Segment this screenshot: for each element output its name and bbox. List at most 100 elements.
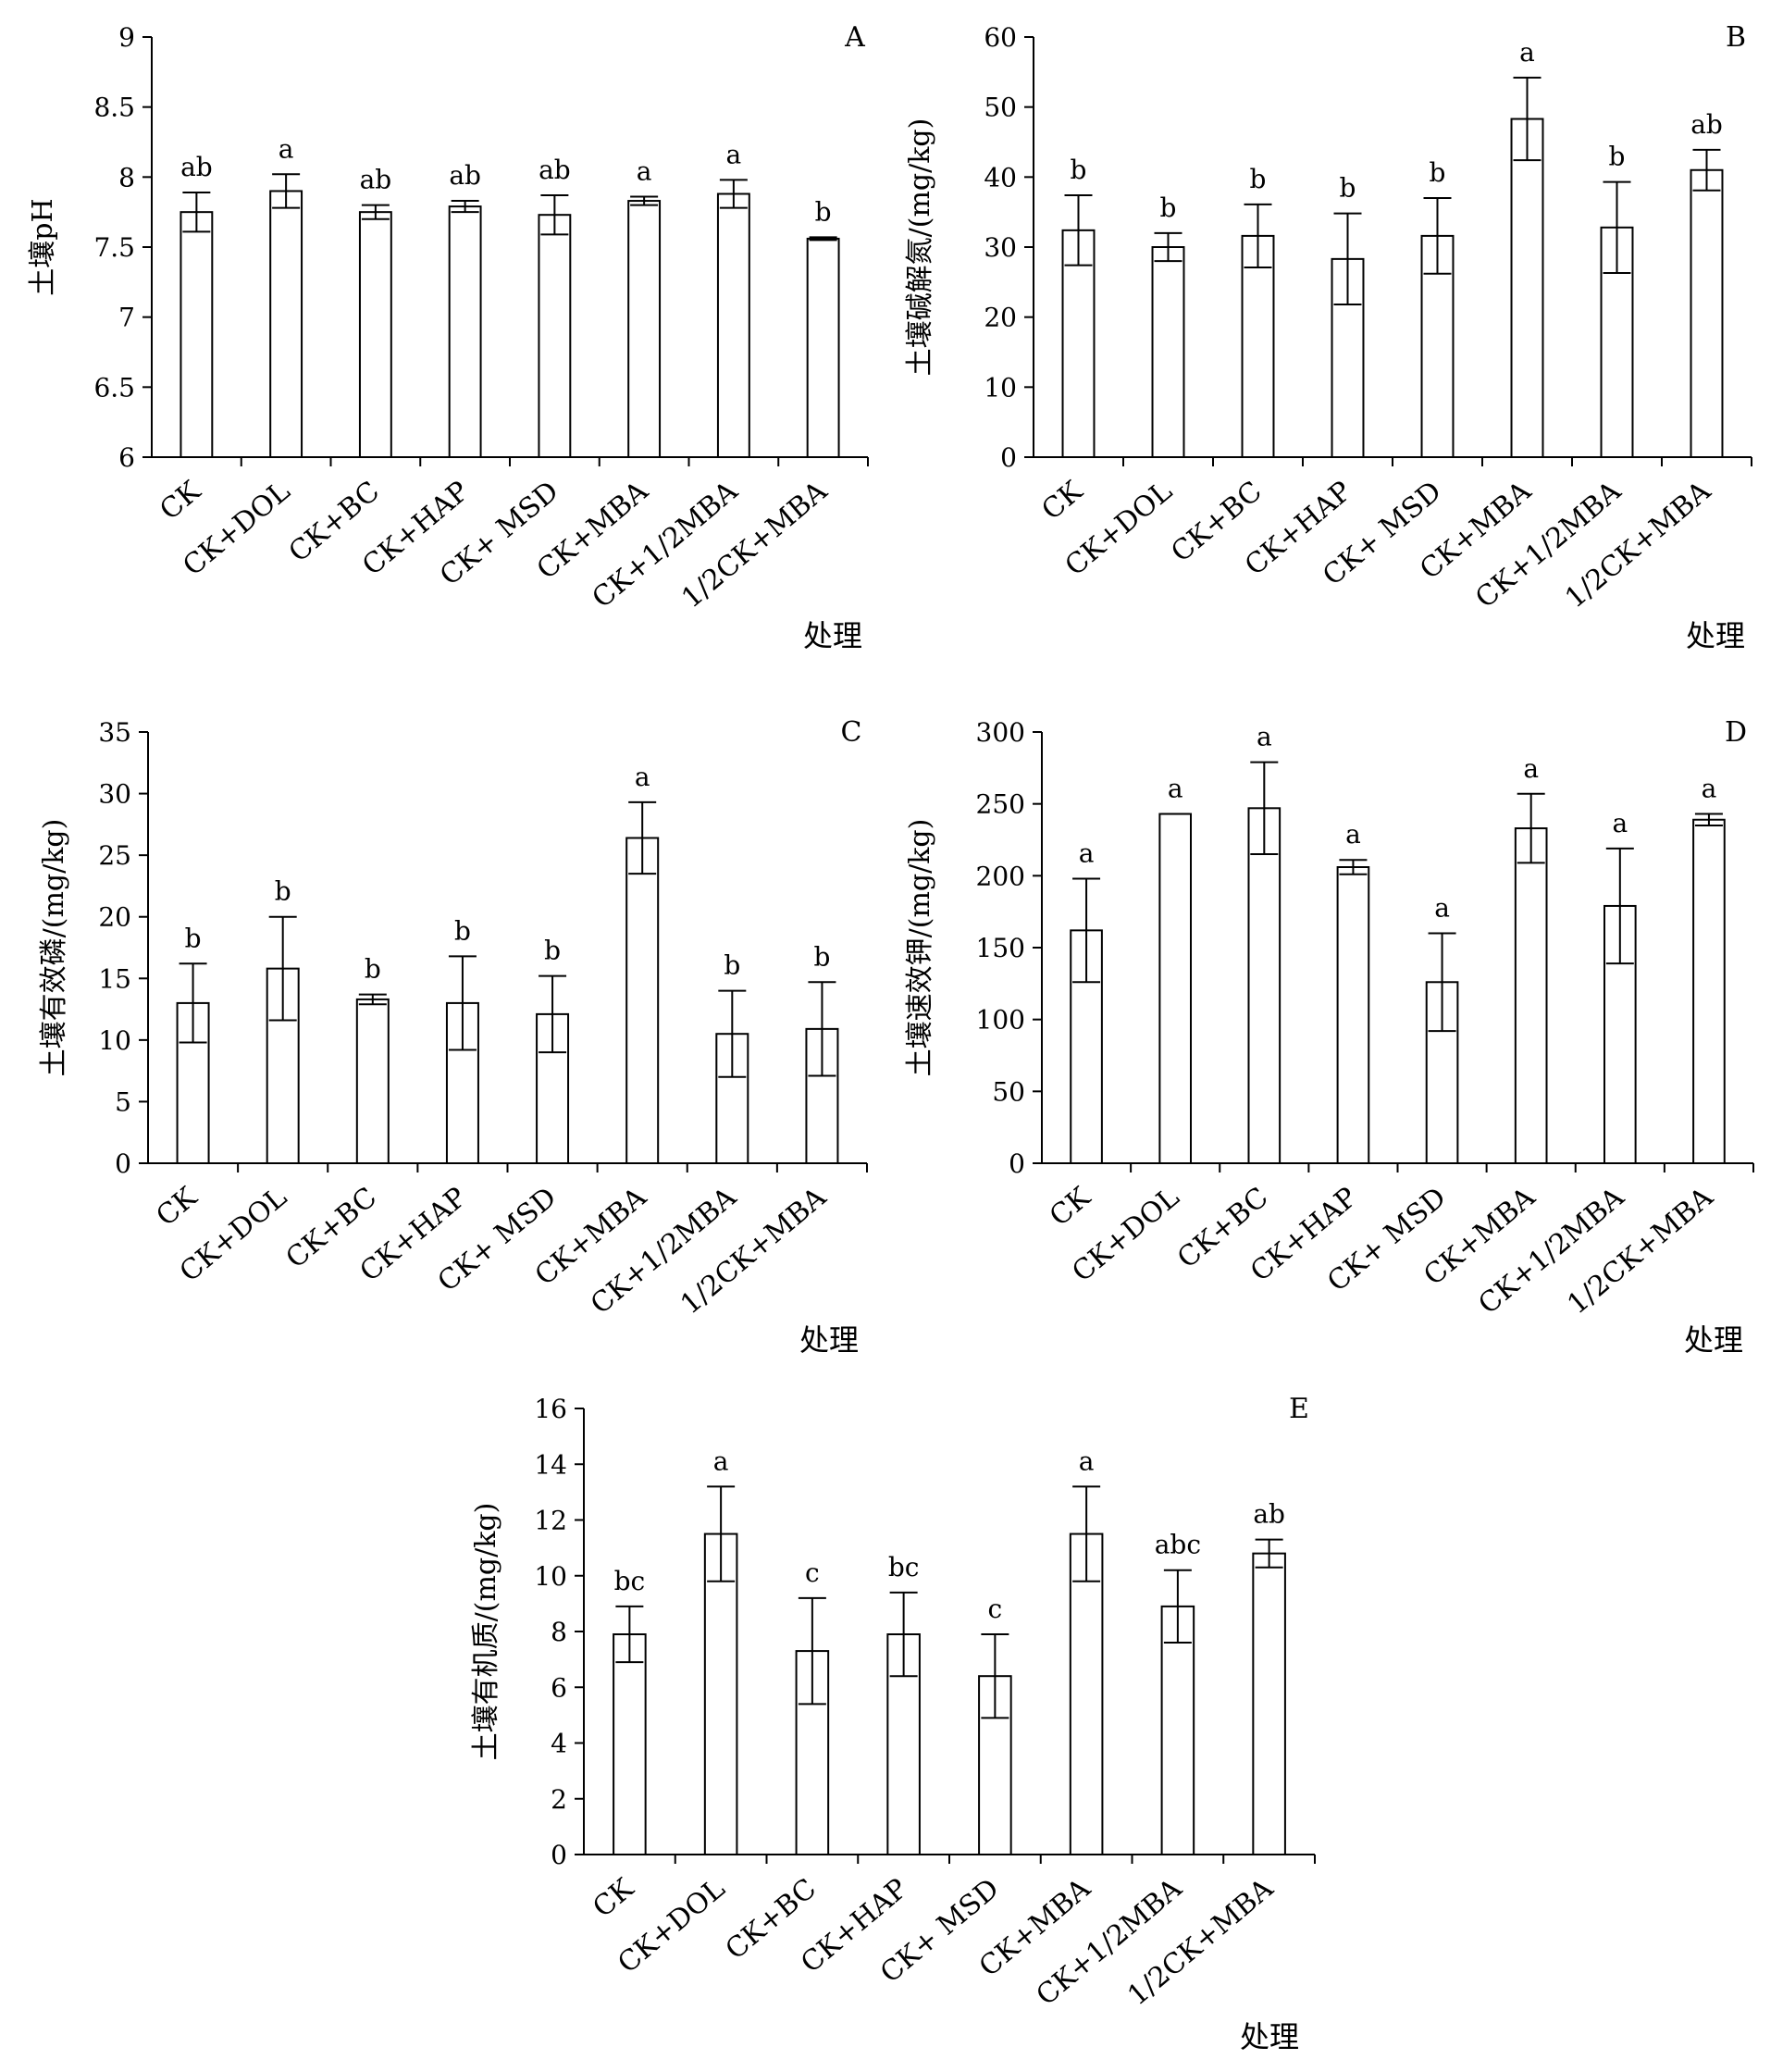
panel-d-category-label: CK: [1044, 1181, 1097, 1233]
panel-d-bar: [1692, 818, 1726, 1165]
panel-e-label: E: [1289, 1393, 1309, 1425]
panel-e-bar: [1069, 1532, 1104, 1855]
panel-c-significance-letter: a: [635, 762, 650, 792]
panel-b-y-tick-label: 20: [984, 303, 1017, 333]
panel-c-label: C: [841, 716, 862, 749]
panel-a-y-tick-label: 6.5: [93, 372, 135, 403]
panel-b-bar: [1420, 234, 1455, 458]
panel-b-significance-letter: b: [1160, 192, 1177, 223]
panel-e-y-tick-label: 6: [551, 1672, 567, 1703]
panel-d-bar: [1336, 866, 1370, 1164]
panel-d-significance-letter: a: [1523, 753, 1539, 784]
panel-a-bar: [806, 237, 840, 459]
panel-b-x-axis-label: 处理: [1686, 618, 1745, 653]
panel-e-significance-letter: bc: [614, 1566, 646, 1596]
panel-a-y-tick-label: 7: [118, 303, 135, 333]
panel-d-significance-letter: a: [1168, 774, 1183, 804]
panel-d-label: D: [1725, 716, 1747, 749]
panel-b-significance-letter: a: [1519, 37, 1535, 68]
panel-a-bar: [269, 190, 303, 458]
panel-a-significance-letter: a: [279, 133, 294, 164]
panel-b-significance-letter: b: [1071, 155, 1087, 185]
panel-d-y-tick-label: 200: [976, 861, 1025, 891]
panel-e-significance-letter: abc: [1155, 1530, 1201, 1560]
panel-c-significance-letter: b: [365, 954, 381, 985]
panel-e-y-tick-label: 16: [534, 1394, 567, 1424]
panel-d-y-tick-label: 250: [976, 789, 1025, 820]
panel-c-significance-letter: b: [275, 876, 291, 907]
panel-d-y-tick-label: 150: [976, 933, 1025, 963]
panel-d-bar: [1247, 807, 1282, 1164]
panel-b-y-tick-label: 50: [984, 93, 1017, 123]
panel-c-significance-letter: b: [813, 941, 830, 972]
panel-c-y-tick-label: 5: [115, 1086, 131, 1117]
panel-b-bar: [1061, 229, 1096, 458]
panel-e-y-tick-label: 2: [551, 1784, 567, 1815]
panel-d-bar: [1158, 813, 1193, 1164]
panel-a-significance-letter: a: [726, 139, 742, 169]
panel-c-y-tick-label: 0: [115, 1148, 131, 1179]
panel-d-significance-letter: a: [1079, 837, 1095, 868]
panel-d-significance-letter: a: [1345, 819, 1361, 850]
panel-d-significance-letter: a: [1702, 774, 1717, 804]
panel-a-y-tick-label: 6: [118, 442, 135, 473]
panel-a-bar: [716, 192, 750, 458]
panel-a-significance-letter: ab: [449, 160, 481, 191]
panel-a-bar: [358, 211, 392, 459]
panel-d-y-tick-label: 0: [1009, 1148, 1025, 1179]
panel-c-y-tick-label: 25: [98, 840, 131, 871]
panel-d-y-tick-label: 100: [976, 1005, 1025, 1036]
panel-e-significance-letter: a: [1079, 1445, 1095, 1476]
panel-e-significance-letter: c: [988, 1594, 1003, 1624]
panel-b-bar: [1241, 234, 1275, 458]
panel-e-bar: [1160, 1605, 1195, 1855]
panel-a-y-tick-label: 8: [118, 162, 135, 192]
panel-a-bar: [627, 200, 662, 458]
panel-b-significance-letter: b: [1430, 157, 1446, 188]
panel-c-bar: [625, 837, 660, 1164]
panel-b-significance-letter: ab: [1690, 109, 1723, 140]
panel-a-label: A: [844, 21, 865, 54]
panel-a-bar: [180, 211, 214, 459]
panel-d-significance-letter: a: [1257, 722, 1272, 752]
panel-b-category-label: CK: [1035, 475, 1089, 527]
panel-c-bar: [355, 998, 390, 1165]
panel-e-y-tick-label: 8: [551, 1617, 567, 1647]
panel-b-significance-letter: b: [1250, 164, 1267, 194]
panel-e-significance-letter: c: [805, 1557, 820, 1588]
panel-c-x-axis-label: 处理: [799, 1322, 859, 1358]
panel-b-significance-letter: b: [1340, 173, 1356, 204]
panel-a-significance-letter: a: [637, 156, 652, 187]
panel-c-category-label: CK: [150, 1181, 204, 1233]
panel-a-bar: [538, 214, 572, 458]
panel-b-y-tick-label: 60: [984, 22, 1017, 53]
panel-d-bar: [1514, 827, 1548, 1164]
panel-d-y-tick-label: 50: [992, 1076, 1025, 1107]
panel-a-x-axis-label: 处理: [803, 618, 862, 653]
panel-e-y-axis-label: 土壤有机质/(mg/kg): [470, 1503, 502, 1761]
panel-a-significance-letter: b: [815, 196, 832, 227]
panel-c-bar: [805, 1027, 839, 1164]
panel-c-bar: [536, 1012, 570, 1164]
panel-d-y-axis-label: 土壤速效钾/(mg/kg): [904, 819, 936, 1077]
panel-c-y-tick-label: 15: [98, 963, 131, 994]
panel-e-y-tick-label: 4: [551, 1729, 567, 1759]
panel-c-y-tick-label: 35: [98, 717, 131, 748]
panel-e-x-axis-label: 处理: [1240, 2019, 1299, 2054]
panel-c-significance-letter: b: [185, 923, 202, 953]
panel-b-bar: [1600, 226, 1634, 458]
panel-c-y-axis-label: 土壤有效磷/(mg/kg): [38, 819, 70, 1077]
panel-a-chart: A 土壤pH 处理 66.577.588.59abCKaCK+DOLabCK+B…: [27, 21, 869, 653]
panel-b-significance-letter: b: [1609, 142, 1626, 172]
panel-e-significance-letter: bc: [888, 1552, 920, 1582]
panel-e-bar: [613, 1633, 647, 1855]
panel-b-label: B: [1726, 21, 1746, 54]
panel-c-significance-letter: b: [724, 950, 740, 981]
panel-e-y-tick-label: 0: [551, 1840, 567, 1870]
panel-a-bar: [448, 205, 482, 458]
panel-b-y-tick-label: 30: [984, 232, 1017, 263]
panel-e-chart: E 土壤有机质/(mg/kg) 处理 0246810121416bcCKaCK+…: [470, 1393, 1316, 2054]
panel-a-y-tick-label: 8.5: [93, 93, 135, 123]
panel-e-significance-letter: a: [713, 1445, 729, 1476]
